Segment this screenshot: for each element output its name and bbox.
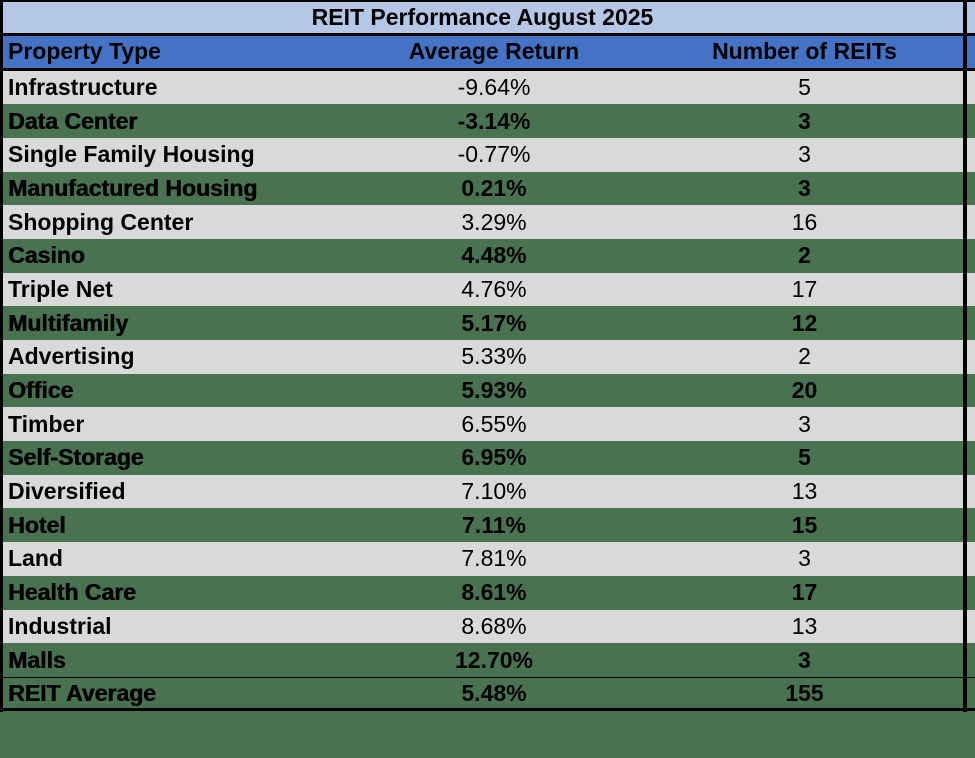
cell-number-of-reits: 17 bbox=[791, 275, 818, 302]
cell-average-return: 4.48% bbox=[461, 242, 527, 269]
table-row: Diversified 7.10% 13 bbox=[0, 474, 975, 509]
cell-property-type: Casino bbox=[8, 242, 85, 269]
table-row: Office 5.93% 20 bbox=[0, 374, 975, 408]
cell-property-type: Data Center bbox=[8, 107, 138, 134]
cell-number-of-reits: 5 bbox=[798, 73, 811, 100]
cell-property-type: Diversified bbox=[8, 478, 126, 505]
cell-property-type: Advertising bbox=[8, 343, 135, 370]
header-number-of-reits: Number of REITs bbox=[712, 38, 897, 65]
table-row: REIT Average 5.48% 155 bbox=[0, 676, 975, 712]
cell-average-return: 12.70% bbox=[454, 646, 533, 673]
cell-number-of-reits: 20 bbox=[791, 377, 818, 404]
cell-property-type: Timber bbox=[8, 410, 85, 437]
cell-property-type: Manufactured Housing bbox=[8, 174, 258, 201]
cell-number-of-reits: 2 bbox=[798, 242, 811, 269]
table-row: Advertising 5.33% 2 bbox=[0, 340, 975, 374]
table-row: Timber 6.55% 3 bbox=[0, 407, 975, 442]
table-header-row: Property Type Average Return Number of R… bbox=[0, 36, 975, 71]
table-row: Health Care 8.61% 17 bbox=[0, 576, 975, 610]
cell-number-of-reits: 15 bbox=[791, 511, 818, 538]
table-title-bar: REIT Performance August 2025 bbox=[0, 0, 975, 36]
cell-average-return: 5.33% bbox=[461, 343, 527, 370]
cell-average-return: 5.48% bbox=[461, 679, 527, 706]
cell-average-return: 7.10% bbox=[461, 478, 527, 505]
cell-property-type: Infrastructure bbox=[8, 73, 158, 100]
cell-number-of-reits: 3 bbox=[798, 646, 811, 673]
cell-average-return: 8.68% bbox=[461, 612, 527, 639]
cell-number-of-reits: 155 bbox=[785, 679, 824, 706]
header-property-type: Property Type bbox=[8, 38, 161, 65]
cell-number-of-reits: 3 bbox=[798, 107, 811, 134]
cell-number-of-reits: 13 bbox=[791, 612, 818, 639]
table-row: Multifamily 5.17% 12 bbox=[0, 306, 975, 340]
cell-number-of-reits: 3 bbox=[798, 545, 811, 572]
table-row: Shopping Center 3.29% 16 bbox=[0, 205, 975, 239]
cell-property-type: Industrial bbox=[8, 612, 112, 639]
table-row: Triple Net 4.76% 17 bbox=[0, 272, 975, 307]
table-row: Manufactured Housing 0.21% 3 bbox=[0, 172, 975, 206]
table-row: Hotel 7.11% 15 bbox=[0, 508, 975, 542]
table-row: Casino 4.48% 2 bbox=[0, 239, 975, 273]
table-row: Land 7.81% 3 bbox=[0, 542, 975, 576]
cell-average-return: -9.64% bbox=[457, 73, 531, 100]
table-row: Infrastructure -9.64% 5 bbox=[0, 70, 975, 105]
cell-property-type: Malls bbox=[8, 646, 66, 673]
cell-property-type: Hotel bbox=[8, 511, 66, 538]
cell-average-return: 5.17% bbox=[461, 309, 527, 336]
table-right-border bbox=[963, 0, 967, 712]
cell-average-return: 7.81% bbox=[461, 545, 527, 572]
cell-average-return: 3.29% bbox=[461, 208, 527, 235]
cell-average-return: 5.93% bbox=[461, 377, 527, 404]
table-row: Industrial 8.68% 13 bbox=[0, 609, 975, 644]
cell-number-of-reits: 17 bbox=[791, 579, 818, 606]
cell-average-return: -0.77% bbox=[457, 141, 531, 168]
table-row: Self-Storage 6.95% 5 bbox=[0, 441, 975, 475]
cell-number-of-reits: 3 bbox=[798, 410, 811, 437]
table-row: Data Center -3.14% 3 bbox=[0, 104, 975, 138]
cell-number-of-reits: 2 bbox=[798, 343, 811, 370]
cell-number-of-reits: 13 bbox=[791, 478, 818, 505]
cell-average-return: -3.14% bbox=[457, 107, 531, 134]
cell-property-type: Self-Storage bbox=[8, 444, 144, 471]
cell-property-type: Shopping Center bbox=[8, 208, 194, 235]
cell-average-return: 4.76% bbox=[461, 275, 527, 302]
cell-average-return: 6.55% bbox=[461, 410, 527, 437]
cell-property-type: Office bbox=[8, 377, 74, 404]
cell-average-return: 0.21% bbox=[461, 174, 527, 201]
table-left-border bbox=[0, 0, 3, 712]
table-row: Single Family Housing -0.77% 3 bbox=[0, 137, 975, 172]
cell-property-type: Land bbox=[8, 545, 63, 572]
cell-property-type: Health Care bbox=[8, 579, 136, 606]
cell-property-type: REIT Average bbox=[8, 679, 156, 706]
table-rows: Infrastructure -9.64% 5 Data Center -3.1… bbox=[0, 70, 975, 712]
cell-property-type: Multifamily bbox=[8, 309, 129, 336]
cell-number-of-reits: 5 bbox=[798, 444, 811, 471]
cell-number-of-reits: 3 bbox=[798, 174, 811, 201]
cell-average-return: 6.95% bbox=[461, 444, 527, 471]
table-title: REIT Performance August 2025 bbox=[311, 4, 654, 30]
cell-average-return: 8.61% bbox=[461, 579, 527, 606]
header-average-return: Average Return bbox=[408, 38, 580, 65]
cell-number-of-reits: 12 bbox=[791, 309, 818, 336]
cell-property-type: Single Family Housing bbox=[8, 141, 255, 168]
table-row: Malls 12.70% 3 bbox=[0, 643, 975, 677]
cell-number-of-reits: 16 bbox=[791, 208, 818, 235]
cell-average-return: 7.11% bbox=[462, 511, 526, 538]
cell-property-type: Triple Net bbox=[8, 275, 113, 302]
cell-number-of-reits: 3 bbox=[798, 141, 811, 168]
